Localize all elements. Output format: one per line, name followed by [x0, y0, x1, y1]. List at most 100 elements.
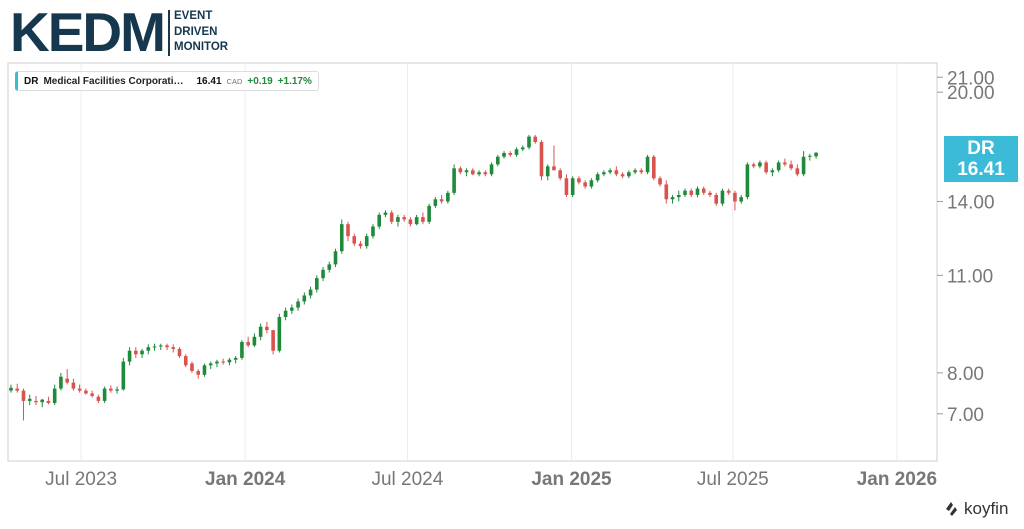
candle [770, 168, 775, 177]
candle [758, 160, 762, 169]
candle-body [283, 310, 288, 318]
candle-body [252, 336, 257, 346]
candle [127, 347, 132, 366]
candle [202, 363, 207, 377]
candle-body [783, 162, 787, 165]
candle-body [59, 376, 63, 389]
candle [446, 190, 450, 204]
candle-body [158, 345, 163, 347]
candle-body [739, 197, 743, 202]
candle-body [96, 396, 101, 401]
candle [265, 321, 269, 334]
candle [689, 188, 694, 198]
candle-body [627, 172, 631, 177]
candle [664, 180, 669, 204]
candle [52, 384, 57, 406]
candle [252, 333, 257, 348]
candle-body [27, 398, 32, 401]
y-tick-label: 11.00 [947, 266, 993, 287]
candle-body [577, 178, 581, 183]
logo-tagline-line: EVENT [174, 10, 213, 22]
candle-body [240, 341, 244, 358]
candle-body [177, 348, 182, 357]
candle-body [801, 156, 806, 175]
candle [196, 369, 201, 379]
candle [433, 197, 438, 209]
candle-body [109, 388, 113, 391]
candle-body [595, 174, 600, 181]
candle [645, 154, 650, 175]
candle-body [265, 326, 269, 331]
candle [801, 151, 806, 177]
candle [121, 357, 126, 391]
candle-body [676, 194, 681, 198]
price-tag-ticker: DR [967, 138, 995, 159]
candle [533, 134, 538, 144]
y-tick-label: 7.00 [947, 405, 984, 426]
candle [208, 361, 213, 370]
candle-body [552, 166, 556, 171]
candle-body [358, 243, 363, 247]
candle [215, 359, 219, 368]
candle-body [202, 365, 207, 375]
candle [90, 390, 94, 398]
candle [383, 210, 388, 218]
candle-body [751, 164, 756, 167]
candle [627, 170, 631, 179]
candle-body [458, 168, 463, 173]
candle-body [84, 390, 88, 394]
koyfin-icon [946, 502, 957, 516]
candle-body [477, 172, 481, 175]
candle-body [146, 347, 151, 351]
candle-body [620, 174, 625, 177]
candle [658, 176, 662, 187]
candle [389, 210, 394, 225]
candle-body [134, 350, 138, 355]
candle-body [327, 264, 332, 270]
candle-body [614, 170, 619, 175]
legend-price: 16.41 [196, 75, 222, 87]
x-axis: Jul 2023 Jan 2024 Jul 2024 Jan 2025 Jul 2025… [45, 469, 937, 490]
candle-body [608, 170, 612, 173]
candle-body [34, 400, 38, 403]
candle-body [40, 399, 45, 403]
candle-body [639, 170, 644, 173]
candle [358, 241, 363, 249]
candle-body [346, 224, 350, 237]
candle-body [308, 289, 313, 296]
candle [427, 203, 431, 225]
candle-body [377, 214, 382, 227]
candle [183, 354, 188, 368]
legend-change-pct: +1.17% [277, 75, 312, 87]
logo-divider [168, 10, 170, 56]
candle-body [808, 155, 812, 157]
candle-body [333, 251, 338, 265]
candle-body [520, 147, 525, 150]
y-tick-label: 8.00 [947, 364, 984, 385]
candle-body [221, 361, 225, 363]
candle-body [726, 190, 731, 193]
candle-body [564, 178, 569, 195]
legend-pill[interactable]: DR Medical Facilities Corporati… 16.41 C… [15, 71, 319, 91]
candle [583, 180, 587, 189]
candle-body [421, 217, 425, 222]
candle [221, 358, 225, 365]
candle-body [190, 363, 194, 371]
logo-tagline: EVENT DRIVEN MONITOR [174, 9, 228, 56]
candle [545, 164, 550, 181]
candle [464, 168, 469, 177]
candles [9, 134, 818, 421]
candle-body [633, 170, 637, 173]
candle-body [65, 378, 69, 383]
candle-body [720, 190, 725, 204]
candle [165, 343, 169, 351]
candle [40, 398, 45, 408]
candle [789, 160, 793, 171]
candle [652, 154, 656, 181]
candle [508, 151, 513, 157]
candle [477, 170, 481, 177]
candle-body [683, 190, 687, 195]
candle-body [321, 269, 325, 279]
candle [109, 385, 113, 393]
